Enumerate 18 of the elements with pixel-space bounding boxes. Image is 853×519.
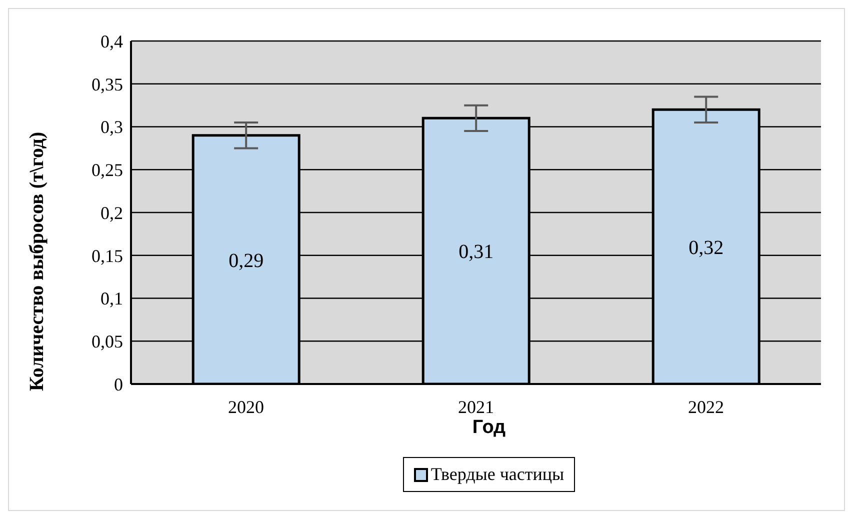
x-tick-label: 2020 (228, 396, 264, 417)
legend-label: Твердые частицы (430, 464, 564, 485)
y-tick-label: 0,4 (100, 31, 123, 52)
y-axis-title: Количество выбросов (т\год) (26, 132, 50, 392)
x-tick-label: 2022 (688, 396, 724, 417)
y-tick-label: 0 (114, 374, 123, 394)
y-tick-label: 0,3 (100, 117, 123, 138)
data-label: 0,31 (458, 241, 494, 264)
y-tick-label: 0,2 (100, 202, 123, 223)
y-tick-label: 0,15 (92, 246, 123, 266)
y-tick-label: 0,05 (92, 332, 123, 352)
y-tick-label: 0,35 (92, 74, 123, 94)
data-label: 0,29 (228, 250, 264, 272)
x-axis-title: Год (471, 417, 507, 439)
y-tick-label: 0,1 (100, 288, 123, 309)
y-tick-label: 0,25 (92, 160, 123, 180)
x-tick-label: 2021 (458, 396, 494, 417)
data-label: 0,32 (688, 236, 724, 259)
